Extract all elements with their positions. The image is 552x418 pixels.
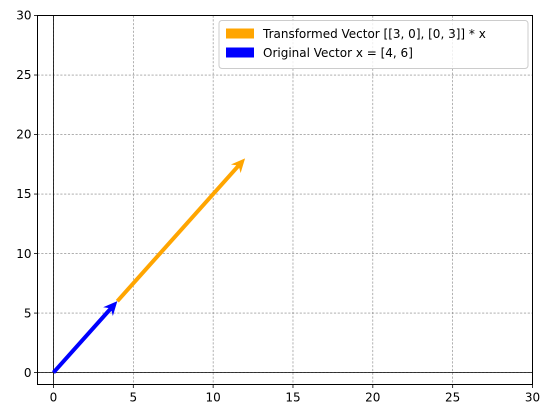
legend-swatch: [226, 28, 254, 39]
x-tick-label: 30: [525, 391, 540, 405]
zero-axis-lines: [37, 15, 533, 385]
x-tick-label: 5: [129, 391, 137, 405]
x-tick-label: 10: [206, 391, 221, 405]
legend: Transformed Vector [[3, 0], [0, 3]] * x O…: [218, 20, 529, 69]
legend-label: Original Vector x = [4, 6]: [263, 46, 413, 60]
y-tick-label: 10: [16, 247, 31, 261]
y-tick-label: 5: [24, 306, 32, 320]
y-tick-label: 15: [16, 187, 31, 201]
x-tick-label: 25: [445, 391, 460, 405]
legend-box: [218, 20, 529, 69]
legend-label: Transformed Vector [[3, 0], [0, 3]] * x: [262, 27, 486, 41]
vectors: [51, 158, 246, 374]
y-tick-label: 25: [16, 68, 31, 82]
x-tick-label: 0: [50, 391, 58, 405]
vector-arrow: [115, 158, 246, 303]
x-tick-label: 15: [285, 391, 300, 405]
y-tick-label: 30: [16, 9, 31, 23]
axis-ticks: 0 5 10 15 20 25 30 0 5 10 15 20 25 30: [16, 9, 540, 405]
y-tick-label: 20: [16, 128, 31, 142]
vector-arrow: [51, 301, 118, 374]
grid: [37, 15, 533, 385]
legend-swatch: [226, 47, 254, 58]
x-tick-label: 20: [365, 391, 380, 405]
plot-frame: [37, 15, 533, 385]
y-tick-label: 0: [24, 366, 32, 380]
